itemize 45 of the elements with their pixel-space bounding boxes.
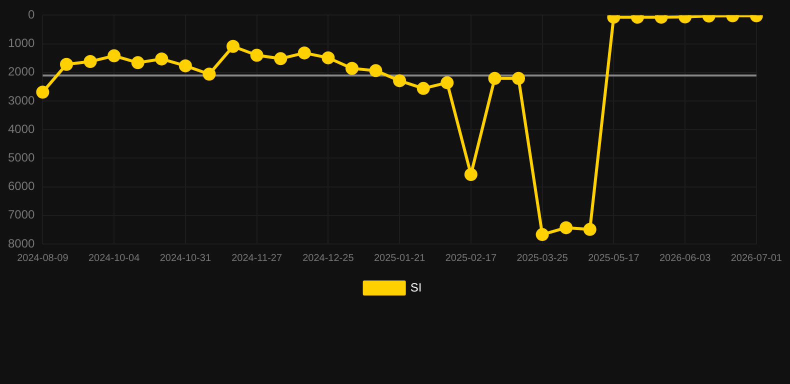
y-tick-label: 4000 <box>8 122 36 136</box>
y-tick-label: 6000 <box>8 179 36 194</box>
point <box>583 222 596 236</box>
x-tick-label: 2024-11-27 <box>232 252 282 264</box>
y-tick-label: 0 <box>28 8 36 22</box>
point <box>393 74 406 88</box>
point <box>464 168 478 181</box>
point <box>298 46 311 60</box>
x-tick-label: 2026-06-03 <box>659 252 712 264</box>
y-tick-label: 3000 <box>8 93 36 108</box>
point <box>560 221 573 234</box>
x-tick-label: 2026-07-01 <box>730 252 782 264</box>
point <box>345 62 358 75</box>
x-tick-label: 2025-05-17 <box>588 252 640 264</box>
point <box>108 49 121 62</box>
point <box>322 51 335 64</box>
point <box>512 72 526 85</box>
point <box>274 52 288 66</box>
y-tick-label: 1000 <box>8 36 36 50</box>
x-tick-label: 2025-03-25 <box>516 252 568 264</box>
point <box>536 228 549 242</box>
x-tick-label: 2025-02-17 <box>445 252 497 264</box>
point <box>202 68 216 81</box>
x-tick-label: 2024-12-25 <box>302 252 354 264</box>
point <box>84 55 97 68</box>
y-tick-label: 2000 <box>8 64 36 79</box>
point <box>440 76 454 90</box>
point <box>226 40 240 53</box>
x-tick-label: 2024-10-04 <box>88 252 140 264</box>
y-tick-label: 8000 <box>8 236 36 250</box>
y-tick-label: 7000 <box>8 208 36 222</box>
point <box>250 48 264 62</box>
point <box>155 52 168 66</box>
x-tick-label: 2025-01-21 <box>374 252 426 264</box>
point <box>178 59 192 72</box>
point <box>416 82 430 95</box>
point <box>60 58 73 71</box>
point <box>369 64 382 78</box>
point <box>488 72 502 85</box>
x-tick-label: 2024-08-09 <box>17 252 69 264</box>
x-tick-label: 2024-10-31 <box>160 252 212 264</box>
y-tick-label: 5000 <box>8 150 36 165</box>
point <box>131 56 144 70</box>
legend-label: SI <box>410 280 422 294</box>
point <box>36 86 50 99</box>
